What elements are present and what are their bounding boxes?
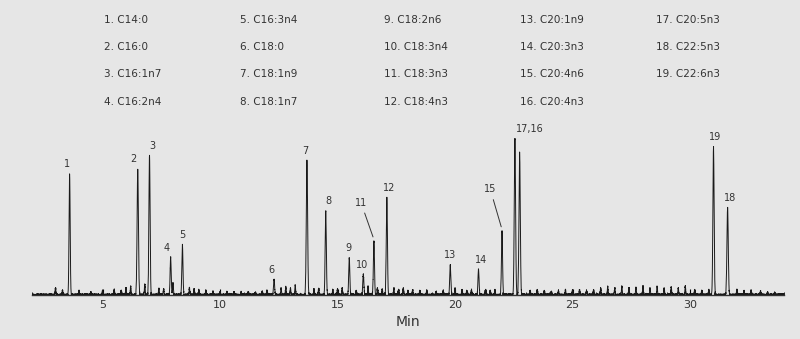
Text: 10: 10 (356, 260, 368, 270)
Text: 14: 14 (474, 255, 487, 265)
Text: 12. C18:4n3: 12. C18:4n3 (384, 97, 448, 106)
Text: 1. C14:0: 1. C14:0 (104, 15, 148, 25)
Text: 7. C18:1n9: 7. C18:1n9 (240, 69, 298, 79)
Text: 19: 19 (709, 132, 721, 142)
Text: 3. C16:1n7: 3. C16:1n7 (104, 69, 162, 79)
Text: 15. C20:4n6: 15. C20:4n6 (520, 69, 584, 79)
Text: 11. C18:3n3: 11. C18:3n3 (384, 69, 448, 79)
Text: 9: 9 (345, 243, 351, 253)
Text: 2. C16:0: 2. C16:0 (104, 42, 148, 52)
X-axis label: Min: Min (396, 315, 420, 330)
Text: 8. C18:1n7: 8. C18:1n7 (240, 97, 298, 106)
Text: 12: 12 (383, 182, 395, 193)
Text: 18: 18 (724, 193, 736, 203)
Text: 4: 4 (163, 243, 170, 253)
Text: 10. C18:3n4: 10. C18:3n4 (384, 42, 448, 52)
Text: 16. C20:4n3: 16. C20:4n3 (520, 97, 584, 106)
Text: 1: 1 (64, 159, 70, 169)
Text: 7: 7 (302, 145, 309, 156)
Text: 5. C16:3n4: 5. C16:3n4 (240, 15, 298, 25)
Text: 11: 11 (355, 198, 373, 237)
Text: 3: 3 (150, 141, 155, 151)
Text: 17. C20:5n3: 17. C20:5n3 (656, 15, 720, 25)
Text: 6: 6 (269, 265, 274, 275)
Text: 15: 15 (484, 184, 502, 227)
Text: 6. C18:0: 6. C18:0 (240, 42, 284, 52)
Text: 8: 8 (325, 196, 331, 206)
Text: 4. C16:2n4: 4. C16:2n4 (104, 97, 162, 106)
Text: 18. C22:5n3: 18. C22:5n3 (656, 42, 720, 52)
Text: 5: 5 (179, 230, 186, 240)
Text: 9. C18:2n6: 9. C18:2n6 (384, 15, 442, 25)
Text: 13: 13 (444, 250, 457, 260)
Text: 13. C20:1n9: 13. C20:1n9 (520, 15, 584, 25)
Text: 14. C20:3n3: 14. C20:3n3 (520, 42, 584, 52)
Text: 2: 2 (130, 154, 137, 164)
Text: 17,16: 17,16 (516, 124, 544, 134)
Text: 19. C22:6n3: 19. C22:6n3 (656, 69, 720, 79)
